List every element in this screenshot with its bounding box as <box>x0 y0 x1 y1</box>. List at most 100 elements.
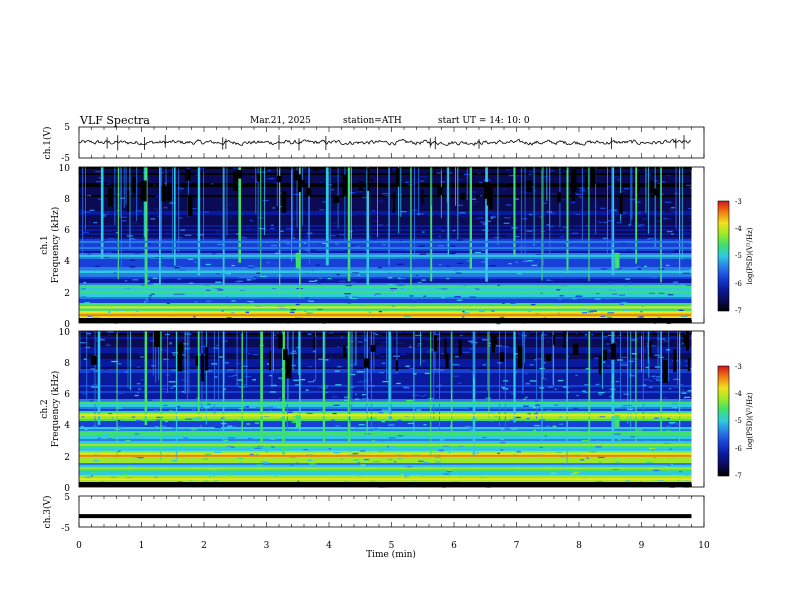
spec-speck <box>328 448 332 450</box>
spec-speck <box>416 213 424 215</box>
spec-speck <box>361 231 366 233</box>
spec-dark <box>161 185 167 202</box>
spec-speck <box>238 305 243 307</box>
spec-speck <box>449 258 453 261</box>
spec-speck <box>479 195 483 197</box>
spec-speck <box>365 464 369 466</box>
ch2-colorbar-label: log(PSD)(V²/Hz) <box>746 392 754 449</box>
spec-speck <box>208 476 211 478</box>
spec-speck <box>575 213 581 215</box>
spec-speck <box>619 303 624 306</box>
sferic-faint <box>188 331 190 394</box>
sferic <box>410 167 412 294</box>
sferic <box>635 331 637 443</box>
spec-lowfreq-strip <box>79 482 692 487</box>
spec-speck <box>470 368 475 371</box>
spec-speck <box>343 399 348 402</box>
spec-speck <box>236 383 240 385</box>
spec-row <box>79 427 692 429</box>
spec-dark <box>653 188 659 196</box>
spec-speck <box>452 229 456 232</box>
spec-speck <box>678 470 682 473</box>
spec-speck <box>626 248 632 251</box>
spec-speck <box>131 439 136 441</box>
start-ut-label: start UT = 14: 10: 0 <box>438 116 530 126</box>
spec-speck <box>342 435 346 437</box>
spec-speck <box>163 358 169 360</box>
spec-speck <box>375 333 378 336</box>
spec-speck <box>558 416 563 418</box>
sferic <box>197 331 200 419</box>
spec-speck <box>623 309 631 312</box>
spec-speck <box>243 383 248 386</box>
sferic-faint <box>167 331 169 393</box>
spec-speck <box>270 227 275 230</box>
spec-speck <box>359 305 366 307</box>
spec-speck <box>603 335 608 338</box>
sferic-faint <box>543 331 544 379</box>
spec-speck <box>527 191 531 194</box>
spec-speck <box>200 345 206 347</box>
ch2-freq-tick-10: 10 <box>59 328 71 338</box>
spec-speck <box>83 281 86 284</box>
spec-speck <box>643 265 648 268</box>
sferic <box>566 331 568 464</box>
spec-speck <box>631 353 637 355</box>
spec-speck <box>218 356 223 358</box>
spec-speck <box>628 269 634 272</box>
spec-speck <box>543 362 546 364</box>
spec-speck <box>668 448 673 450</box>
spec-speck <box>173 293 180 296</box>
spec-speck <box>313 297 317 299</box>
spec-row <box>79 369 692 371</box>
spec-speck <box>469 296 476 298</box>
spec-speck <box>405 365 410 367</box>
spec-speck <box>81 447 85 449</box>
sferic-faint <box>648 167 649 234</box>
spec-speck <box>649 386 653 388</box>
spec-speck <box>614 433 621 435</box>
spec-speck <box>80 296 87 298</box>
spec-speck <box>334 370 340 372</box>
spec-speck <box>168 381 176 383</box>
spec-speck <box>656 182 661 185</box>
spec-speck <box>639 316 644 318</box>
spec-speck <box>375 353 380 355</box>
spec-speck <box>439 439 445 441</box>
spec-speck <box>454 295 461 298</box>
spec-speck <box>190 207 197 210</box>
spec-speck <box>413 260 419 263</box>
spec-speck <box>192 417 197 419</box>
spec-speck <box>322 237 326 239</box>
spec-speck <box>306 251 310 253</box>
spec-speck <box>523 398 526 400</box>
spec-dark <box>299 180 305 188</box>
spec-row <box>79 189 692 191</box>
spec-speck <box>598 221 602 224</box>
spec-dark <box>673 349 677 373</box>
spec-speck <box>562 300 568 302</box>
spec-speck <box>479 310 484 312</box>
spec-speck <box>678 309 684 311</box>
sferic-faint <box>681 167 683 260</box>
spec-speck <box>166 302 171 305</box>
sferic-faint <box>524 331 526 364</box>
spec-speck <box>236 379 244 381</box>
spec-speck <box>352 452 359 455</box>
spec-speck <box>653 469 660 472</box>
spec-row <box>79 429 692 431</box>
sferic <box>679 331 681 445</box>
spec-speck <box>206 442 212 445</box>
spec-speck <box>501 188 507 190</box>
spec-row <box>79 305 692 307</box>
spec-speck <box>402 386 409 388</box>
spec-speck <box>178 293 185 295</box>
spec-speck <box>271 446 275 448</box>
spec-speck <box>484 436 491 439</box>
spec-speck <box>527 310 532 312</box>
spec-speck <box>270 438 276 440</box>
spec-speck <box>370 370 375 372</box>
spec-speck <box>290 352 297 354</box>
spec-speck <box>191 289 194 292</box>
spec-speck <box>345 295 349 298</box>
